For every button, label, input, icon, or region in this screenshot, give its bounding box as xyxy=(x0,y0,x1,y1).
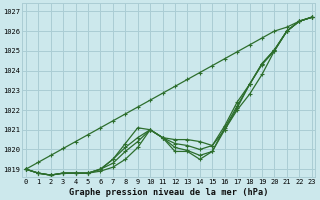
X-axis label: Graphe pression niveau de la mer (hPa): Graphe pression niveau de la mer (hPa) xyxy=(69,188,268,197)
